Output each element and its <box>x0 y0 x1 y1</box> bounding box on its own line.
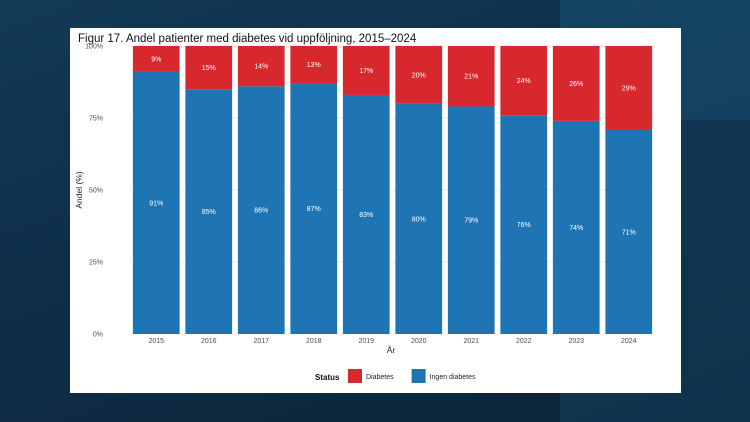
bar-label-ingen-diabetes: 91% <box>149 200 163 207</box>
bar-label-ingen-diabetes: 85% <box>202 209 216 216</box>
chart-card: Figur 17. Andel patienter med diabetes v… <box>70 28 681 393</box>
legend-title: Status <box>315 373 340 382</box>
bar-ingen-diabetes <box>447 106 495 334</box>
stacked-bar-chart: Figur 17. Andel patienter med diabetes v… <box>74 33 655 383</box>
bar-ingen-diabetes <box>552 120 600 334</box>
x-tick-label: 2016 <box>201 338 217 345</box>
legend-swatch <box>348 369 362 383</box>
bar-label-ingen-diabetes: 76% <box>517 222 531 229</box>
bar-diabetes <box>447 46 495 107</box>
y-tick-label: 75% <box>89 116 103 123</box>
bar-diabetes <box>290 46 338 84</box>
legend-label: Diabetes <box>366 374 394 381</box>
y-tick-label: 0% <box>93 332 103 339</box>
bar-label-diabetes: 9% <box>151 56 161 63</box>
bar-label-ingen-diabetes: 83% <box>359 212 373 219</box>
bar-diabetes <box>132 46 180 72</box>
bar-ingen-diabetes <box>500 115 548 335</box>
bar-ingen-diabetes <box>290 83 338 334</box>
x-tick-label: 2021 <box>463 338 479 345</box>
x-tick-label: 2024 <box>621 338 637 345</box>
bar-diabetes <box>237 46 285 87</box>
bar-label-ingen-diabetes: 71% <box>622 229 636 236</box>
bar-label-diabetes: 14% <box>254 64 268 71</box>
y-tick-label: 50% <box>89 188 103 195</box>
bars: 91% 9% 85% 15% 86% 14% 87% 13% 83% 17% 80% 20% 79% 21… <box>132 46 653 335</box>
x-tick-label: 2015 <box>148 338 164 345</box>
bar-diabetes <box>395 46 443 104</box>
y-tick-label: 100% <box>85 44 103 51</box>
bar-ingen-diabetes <box>605 129 653 334</box>
x-axis-label: År <box>387 345 396 355</box>
bar-label-diabetes: 21% <box>464 74 478 81</box>
bar-ingen-diabetes <box>237 86 285 334</box>
x-tick-label: 2017 <box>253 338 269 345</box>
bar-ingen-diabetes <box>132 71 180 335</box>
bar-label-diabetes: 26% <box>569 81 583 88</box>
bar-label-diabetes: 29% <box>622 85 636 92</box>
y-axis-ticks: 0% 25% 50% 75% 100% <box>85 44 103 339</box>
bar-label-diabetes: 15% <box>202 65 216 72</box>
bar-ingen-diabetes <box>395 103 443 334</box>
bar-diabetes <box>500 46 548 116</box>
bar-label-diabetes: 13% <box>307 62 321 69</box>
bar-ingen-diabetes <box>342 94 390 335</box>
bar-label-ingen-diabetes: 79% <box>464 218 478 225</box>
bar-ingen-diabetes <box>185 89 233 334</box>
bar-label-ingen-diabetes: 74% <box>569 225 583 232</box>
bar-diabetes <box>342 46 390 95</box>
bar-label-ingen-diabetes: 87% <box>307 206 321 213</box>
legend: Status Diabetes Ingen diabetes <box>315 369 476 383</box>
x-tick-label: 2019 <box>358 338 374 345</box>
x-tick-label: 2023 <box>568 338 584 345</box>
chart-title: Figur 17. Andel patienter med diabetes v… <box>78 33 417 45</box>
bar-label-ingen-diabetes: 86% <box>254 208 268 215</box>
bar-label-diabetes: 24% <box>517 78 531 85</box>
bar-diabetes <box>552 46 600 121</box>
legend-label: Ingen diabetes <box>430 374 476 381</box>
y-axis-label: Andel (%) <box>74 171 84 208</box>
legend-swatch <box>411 369 426 383</box>
bar-label-ingen-diabetes: 80% <box>412 216 426 223</box>
bar-label-diabetes: 17% <box>359 68 373 75</box>
x-tick-label: 2018 <box>306 338 322 345</box>
y-tick-label: 25% <box>89 260 103 267</box>
bar-diabetes <box>605 46 653 130</box>
x-tick-label: 2022 <box>516 338 532 345</box>
bar-diabetes <box>185 46 233 90</box>
bar-label-diabetes: 20% <box>412 72 426 79</box>
x-tick-label: 2020 <box>411 338 427 345</box>
x-axis-ticks: 2015 2016 2017 2018 2019 2020 2021 2022 2023 2024 <box>148 338 636 345</box>
